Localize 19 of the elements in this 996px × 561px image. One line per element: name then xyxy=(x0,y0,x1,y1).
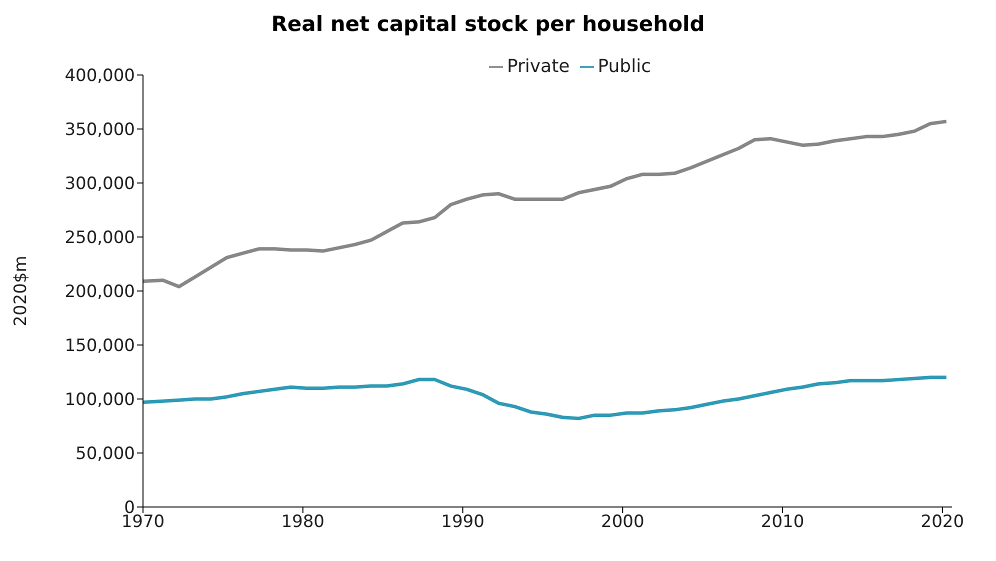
y-tick-label: 200,000 xyxy=(64,282,135,302)
line-series xyxy=(143,120,948,288)
x-tick-label: 1980 xyxy=(281,512,325,532)
x-tick-label: 1990 xyxy=(441,512,484,532)
x-tick-label: 2020 xyxy=(920,512,964,532)
y-tick-label: 100,000 xyxy=(64,390,135,410)
legend-label: Private xyxy=(506,56,570,77)
x-tick-label: 2000 xyxy=(601,512,644,532)
y-tick-label: 50,000 xyxy=(76,444,135,464)
legend-label: Public xyxy=(598,56,652,77)
y-axis-title: 2020$m xyxy=(11,256,32,326)
y-tick-label: 300,000 xyxy=(64,174,135,194)
chart-title: Real net capital stock per household xyxy=(270,11,706,38)
line-series xyxy=(143,376,948,420)
x-tick-label: 2010 xyxy=(760,512,804,532)
y-tick-label: 400,000 xyxy=(64,66,135,86)
y-tick-label: 150,000 xyxy=(64,336,135,356)
y-tick-label: 250,000 xyxy=(64,228,135,248)
y-tick-label: 350,000 xyxy=(64,120,135,140)
